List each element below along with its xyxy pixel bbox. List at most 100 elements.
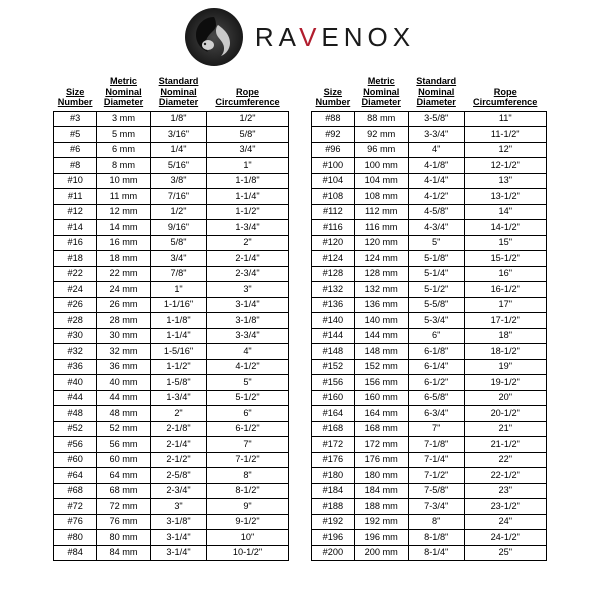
cell-std: 1/4" (151, 142, 207, 158)
table-row: #140140 mm5-3/4"17-1/2" (312, 313, 547, 329)
cell-circ: 5/8" (207, 127, 289, 143)
cell-metric: 120 mm (354, 235, 408, 251)
cell-size: #112 (312, 204, 355, 220)
table-row: #6060 mm2-1/2"7-1/2" (54, 452, 289, 468)
cell-circ: 1-1/4" (207, 189, 289, 205)
cell-size: #12 (54, 204, 97, 220)
cell-metric: 156 mm (354, 375, 408, 391)
table-row: #5252 mm2-1/8"6-1/2" (54, 421, 289, 437)
cell-circ: 8-1/2" (207, 483, 289, 499)
table-row: #108108 mm4-1/2"13-1/2" (312, 189, 547, 205)
cell-std: 8-1/4" (408, 545, 464, 561)
brand-header: RAVENOX (18, 8, 582, 66)
table-row: #120120 mm5"15" (312, 235, 547, 251)
cell-circ: 15-1/2" (464, 251, 546, 267)
cell-circ: 2" (207, 235, 289, 251)
cell-size: #10 (54, 173, 97, 189)
cell-metric: 12 mm (97, 204, 151, 220)
cell-metric: 128 mm (354, 266, 408, 282)
cell-std: 6-1/2" (408, 375, 464, 391)
cell-circ: 4-1/2" (207, 359, 289, 375)
cell-size: #184 (312, 483, 355, 499)
cell-size: #22 (54, 266, 97, 282)
cell-metric: 22 mm (97, 266, 151, 282)
cell-circ: 1-1/8" (207, 173, 289, 189)
cell-std: 5-1/4" (408, 266, 464, 282)
cell-std: 3-5/8" (408, 111, 464, 127)
cell-size: #80 (54, 530, 97, 546)
cell-circ: 11-1/2" (464, 127, 546, 143)
cell-metric: 140 mm (354, 313, 408, 329)
table-row: #9696 mm4"12" (312, 142, 547, 158)
cell-metric: 184 mm (354, 483, 408, 499)
cell-std: 5/8" (151, 235, 207, 251)
cell-std: 7-1/2" (408, 468, 464, 484)
cell-std: 3/4" (151, 251, 207, 267)
cell-std: 7/16" (151, 189, 207, 205)
cell-size: #44 (54, 390, 97, 406)
cell-size: #56 (54, 437, 97, 453)
table-row: #3030 mm1-1/4"3-3/4" (54, 328, 289, 344)
cell-size: #164 (312, 406, 355, 422)
cell-circ: 5" (207, 375, 289, 391)
cell-circ: 11" (464, 111, 546, 127)
cell-circ: 13-1/2" (464, 189, 546, 205)
table-row: #88 mm5/16"1" (54, 158, 289, 174)
cell-std: 6-1/4" (408, 359, 464, 375)
cell-std: 7/8" (151, 266, 207, 282)
table-row: #8888 mm3-5/8"11" (312, 111, 547, 127)
cell-std: 1-5/8" (151, 375, 207, 391)
cell-std: 3/16" (151, 127, 207, 143)
cell-size: #32 (54, 344, 97, 360)
cell-metric: 68 mm (97, 483, 151, 499)
cell-std: 8" (408, 514, 464, 530)
header-standard: StandardNominalDiameter (151, 74, 207, 111)
cell-std: 2-1/2" (151, 452, 207, 468)
cell-circ: 21" (464, 421, 546, 437)
table-row: #9292 mm3-3/4"11-1/2" (312, 127, 547, 143)
header-circ: RopeCircumference (464, 74, 546, 111)
cell-metric: 88 mm (354, 111, 408, 127)
cell-std: 6-5/8" (408, 390, 464, 406)
cell-size: #68 (54, 483, 97, 499)
table-row: #2424 mm1"3" (54, 282, 289, 298)
cell-circ: 12" (464, 142, 546, 158)
table-row: #156156 mm6-1/2"19-1/2" (312, 375, 547, 391)
cell-size: #176 (312, 452, 355, 468)
table-row: #7676 mm3-1/8"9-1/2" (54, 514, 289, 530)
cell-circ: 1/2" (207, 111, 289, 127)
cell-metric: 108 mm (354, 189, 408, 205)
cell-metric: 36 mm (97, 359, 151, 375)
cell-size: #132 (312, 282, 355, 298)
cell-circ: 7-1/2" (207, 452, 289, 468)
table-row: #2222 mm7/8"2-3/4" (54, 266, 289, 282)
cell-std: 2-1/8" (151, 421, 207, 437)
cell-metric: 160 mm (354, 390, 408, 406)
cell-std: 5-1/2" (408, 282, 464, 298)
cell-circ: 24" (464, 514, 546, 530)
cell-metric: 18 mm (97, 251, 151, 267)
cell-std: 4" (408, 142, 464, 158)
cell-std: 1-3/4" (151, 390, 207, 406)
cell-std: 2-1/4" (151, 437, 207, 453)
cell-metric: 176 mm (354, 452, 408, 468)
cell-metric: 72 mm (97, 499, 151, 515)
cell-size: #140 (312, 313, 355, 329)
cell-circ: 5-1/2" (207, 390, 289, 406)
cell-circ: 13" (464, 173, 546, 189)
cell-metric: 116 mm (354, 220, 408, 236)
cell-size: #88 (312, 111, 355, 127)
cell-std: 1-5/16" (151, 344, 207, 360)
table-row: #6464 mm2-5/8"8" (54, 468, 289, 484)
cell-std: 4-3/4" (408, 220, 464, 236)
header-metric: MetricNominalDiameter (97, 74, 151, 111)
cell-std: 3/8" (151, 173, 207, 189)
table-row: #5656 mm2-1/4"7" (54, 437, 289, 453)
cell-circ: 3-1/8" (207, 313, 289, 329)
cell-size: #40 (54, 375, 97, 391)
cell-circ: 3-1/4" (207, 297, 289, 313)
cell-circ: 3/4" (207, 142, 289, 158)
cell-std: 3" (151, 499, 207, 515)
cell-metric: 52 mm (97, 421, 151, 437)
cell-circ: 2-1/4" (207, 251, 289, 267)
